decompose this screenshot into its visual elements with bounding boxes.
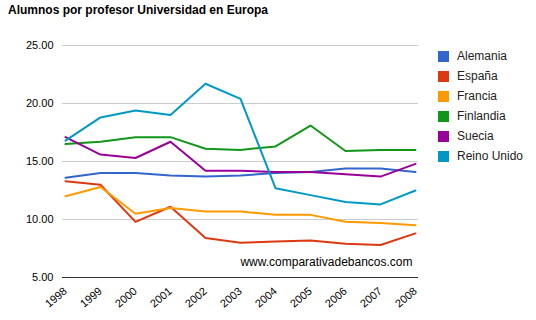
html-text:Alumnos por profesor Universid: Alumnos por profesor Universidad en Euro…: [8, 3, 268, 17]
svg-text:www.comparativadebancos.com: www.comparativadebancos.com: [239, 255, 412, 269]
html-text:Francia: Francia: [457, 89, 497, 103]
svg-text:2005: 2005: [288, 285, 314, 310]
svg-text:25.00: 25.00: [26, 39, 54, 51]
html-text:España: España: [457, 69, 498, 83]
svg-text:2002: 2002: [183, 285, 209, 310]
svg-text:2000: 2000: [113, 285, 139, 310]
svg-text:2007: 2007: [358, 285, 384, 310]
svg-text:2006: 2006: [323, 285, 349, 310]
svg-text:10.00: 10.00: [26, 213, 54, 225]
html-text:Finlandia: Finlandia: [457, 109, 506, 123]
html-text:Reino Unido: Reino Unido: [457, 149, 523, 163]
svg-text:2003: 2003: [218, 285, 244, 310]
svg-text:1998: 1998: [43, 285, 69, 310]
svg-text:2004: 2004: [253, 285, 279, 310]
html-text:Alemania: Alemania: [457, 49, 507, 63]
svg-text:1999: 1999: [78, 285, 104, 310]
svg-text:15.00: 15.00: [26, 155, 54, 167]
svg-text:5.00: 5.00: [32, 271, 53, 283]
svg-text:2001: 2001: [148, 285, 174, 310]
svg-text:2008: 2008: [393, 285, 419, 310]
svg-text:20.00: 20.00: [26, 97, 54, 109]
html-text:Suecia: Suecia: [457, 129, 494, 143]
